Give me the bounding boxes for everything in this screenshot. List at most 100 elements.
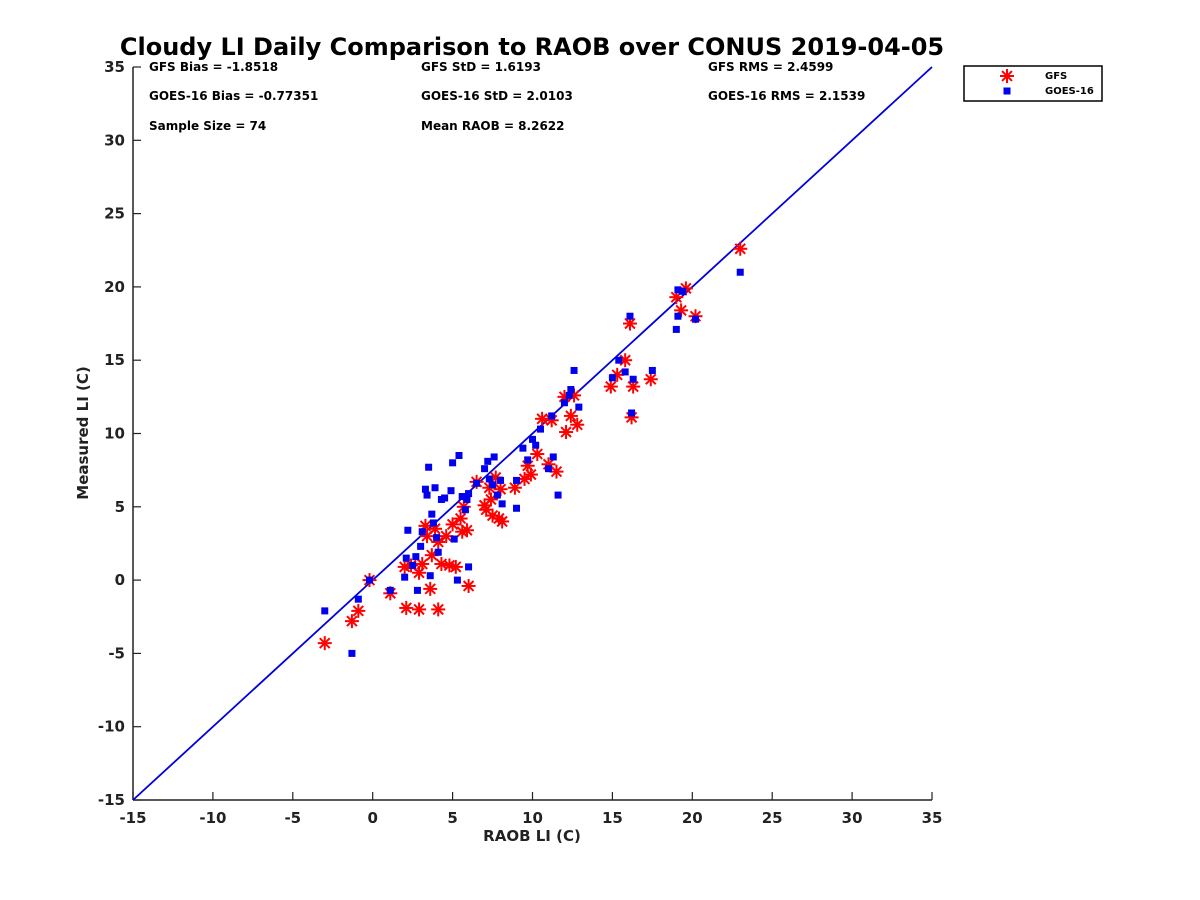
stat-gfs-rms: GFS RMS = 2.4599 [708, 60, 833, 74]
point-goes-16 [418, 528, 426, 536]
point-goes-16 [425, 463, 433, 471]
x-tick-label: 25 [762, 809, 783, 827]
asterisk-stroke [518, 473, 531, 485]
asterisk-stroke [509, 482, 521, 494]
asterisk-stroke [440, 530, 452, 542]
point-goes-16 [626, 312, 634, 320]
point-goes-16 [567, 386, 575, 394]
x-tick-label: 30 [842, 809, 863, 827]
asterisk-stroke [400, 602, 412, 614]
point-gfs [412, 602, 427, 617]
asterisk-stroke [480, 504, 492, 516]
asterisk-stroke [531, 448, 543, 460]
point-gfs [431, 602, 446, 617]
point-goes-16 [615, 356, 623, 364]
data-points [317, 241, 748, 657]
point-goes-16 [428, 510, 436, 518]
point-goes-16 [549, 453, 557, 461]
y-tick-label: 5 [115, 498, 125, 516]
asterisk-stroke [462, 580, 475, 592]
point-goes-16 [608, 374, 616, 382]
point-goes-16 [570, 366, 578, 374]
point-goes-16 [736, 268, 744, 276]
point-goes-16 [513, 476, 521, 484]
x-tick-label: 0 [367, 809, 377, 827]
point-goes-16 [426, 572, 434, 580]
asterisk-stroke [525, 468, 537, 481]
point-gfs [448, 559, 463, 574]
point-goes-16 [674, 286, 682, 294]
asterisk-stroke [443, 559, 456, 572]
asterisk-stroke [565, 410, 577, 422]
x-tick-label: 5 [447, 809, 457, 827]
point-goes-16 [431, 484, 439, 492]
point-goes-16 [473, 479, 481, 487]
point-goes-16 [413, 586, 421, 594]
point-goes-16 [321, 607, 329, 615]
point-goes-16 [461, 506, 469, 514]
point-goes-16 [348, 649, 356, 657]
point-gfs [317, 636, 332, 651]
point-goes-16 [453, 576, 461, 584]
point-goes-16 [536, 425, 544, 433]
x-tick-label: -15 [119, 809, 146, 827]
legend-square-icon [1003, 87, 1011, 95]
point-goes-16 [490, 453, 498, 461]
point-gfs [495, 514, 510, 529]
point-gfs [344, 614, 359, 629]
asterisk-stroke [486, 509, 499, 522]
y-tick-label: 10 [104, 425, 125, 443]
point-goes-16 [529, 435, 536, 443]
x-tick-label: 10 [522, 809, 543, 827]
legend-label-goes-16: GOES-16 [1045, 86, 1094, 97]
point-gfs [733, 241, 748, 256]
asterisk-stroke [319, 637, 331, 649]
legend-marker-goes-16 [1003, 87, 1011, 95]
asterisk-stroke [450, 561, 462, 573]
point-goes-16 [429, 519, 437, 527]
x-tick-label: -10 [199, 809, 226, 827]
point-goes-16 [519, 444, 527, 452]
point-goes-16 [465, 563, 473, 571]
asterisk-stroke [571, 419, 583, 431]
asterisk-stroke [560, 426, 572, 438]
point-goes-16 [674, 312, 682, 320]
asterisk-stroke [536, 413, 548, 425]
point-goes-16 [621, 368, 629, 376]
x-tick-label: 15 [602, 809, 623, 827]
y-tick-label: 15 [104, 351, 125, 369]
asterisk-stroke [413, 603, 425, 616]
point-goes-16 [544, 465, 552, 473]
asterisk-stroke [432, 603, 444, 616]
point-goes-16 [628, 409, 636, 417]
point-gfs [530, 447, 545, 462]
point-gfs [423, 581, 438, 596]
asterisk-stroke [627, 380, 639, 393]
point-goes-16 [560, 399, 568, 407]
point-gfs [523, 467, 538, 482]
point-goes-16 [402, 554, 410, 562]
point-goes-16 [449, 459, 457, 467]
tick-labels: -15 -10 -5 0 5 10 15 20 25 30 35 -15 -10 -5 0 5 10 15 20 25… [98, 58, 943, 827]
point-gfs [461, 578, 476, 593]
point-gfs [453, 511, 468, 526]
asterisk-stroke [624, 317, 636, 330]
legend: GFS GOES-16 [963, 65, 1103, 102]
stat-sample-size: Sample Size = 74 [149, 119, 266, 133]
point-goes-16 [441, 494, 449, 502]
point-goes-16 [489, 481, 497, 489]
stat-goes-rms: GOES-16 RMS = 2.1539 [708, 89, 865, 103]
asterisk-stroke [346, 615, 358, 627]
point-goes-16 [450, 535, 458, 543]
point-goes-16 [524, 456, 532, 464]
stat-goes-bias: GOES-16 Bias = -0.77351 [149, 89, 318, 103]
point-goes-16 [532, 441, 540, 449]
y-axis-label: Measured LI (C) [74, 366, 92, 499]
asterisk-stroke [424, 583, 436, 595]
point-goes-16 [447, 487, 455, 495]
point-goes-16 [404, 526, 412, 534]
point-goes-16 [575, 403, 583, 411]
legend-label-gfs: GFS [1045, 71, 1067, 82]
point-goes-16 [412, 553, 420, 561]
point-goes-16 [484, 457, 492, 465]
